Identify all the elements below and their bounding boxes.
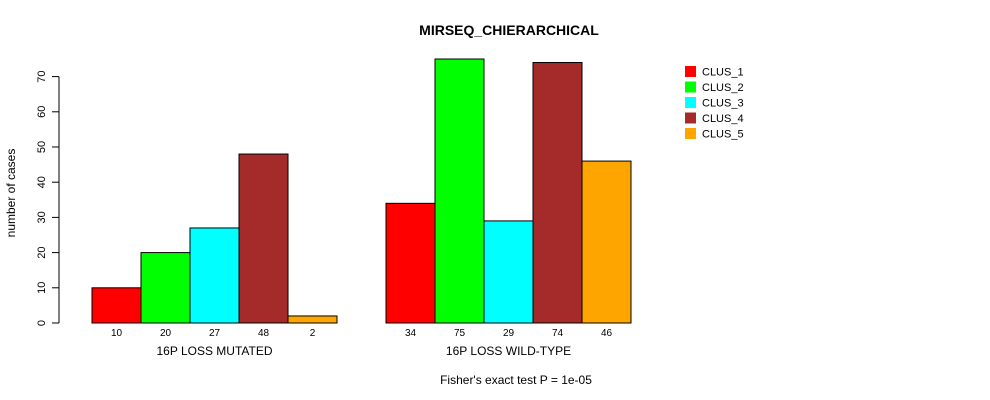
bar-count-label: 34 <box>405 328 417 339</box>
bar-count-label: 20 <box>160 328 172 339</box>
legend-label: CLUS_5 <box>702 129 744 141</box>
y-tick-label: 50 <box>36 141 48 153</box>
bar-clus-5 <box>287 315 338 324</box>
fisher-test-note: Fisher's exact test P = 1e-05 <box>440 373 592 387</box>
y-axis: 0 10 20 30 40 50 60 70 <box>36 70 60 326</box>
bar-clus-3 <box>483 220 534 324</box>
group-label: 16P LOSS MUTATED <box>156 344 272 358</box>
y-tick-label: 40 <box>36 176 48 188</box>
legend-swatch <box>685 128 696 139</box>
bar-clus-1 <box>91 287 142 324</box>
legend-label: CLUS_1 <box>702 67 744 79</box>
legend-swatch <box>685 112 696 124</box>
bar-count-label: 2 <box>310 328 316 339</box>
bar-count-label: 10 <box>111 328 123 339</box>
legend-swatch <box>685 97 696 108</box>
y-axis-label: number of cases <box>4 149 18 238</box>
legend: CLUS_1 CLUS_2 CLUS_3 CLUS_4 CLUS_5 <box>685 66 744 141</box>
y-tick-label: 20 <box>36 246 48 258</box>
bar-clus-2 <box>140 252 191 324</box>
bars: 10 20 27 48 2 16P LOSS MUTATED 34 75 29 74 46 16P L… <box>91 58 632 358</box>
y-tick-label: 10 <box>36 282 48 294</box>
y-tick-label: 70 <box>36 70 48 82</box>
y-tick-label: 0 <box>36 320 48 326</box>
legend-swatch <box>685 81 696 93</box>
bar-clus-1 <box>385 202 436 324</box>
bar-count-label: 29 <box>503 328 515 339</box>
bar-clus-4 <box>532 62 583 324</box>
bar-count-label: 46 <box>601 328 613 339</box>
bar-count-label: 27 <box>209 328 221 339</box>
legend-label: CLUS_4 <box>702 113 744 125</box>
legend-label: CLUS_2 <box>702 82 744 94</box>
y-tick-label: 30 <box>36 211 48 223</box>
bar-clus-2 <box>434 58 485 324</box>
bar-count-label: 75 <box>454 328 466 339</box>
bar-clus-5 <box>581 160 632 324</box>
legend-label: CLUS_3 <box>702 98 744 110</box>
bar-clus-4 <box>238 153 289 324</box>
chart-title: MIRSEQ_CHIERARCHICAL <box>419 22 599 38</box>
bar-count-label: 48 <box>258 328 270 339</box>
legend-swatch <box>685 66 696 77</box>
bar-count-label: 74 <box>552 328 564 339</box>
group-label: 16P LOSS WILD-TYPE <box>446 344 571 358</box>
bar-clus-3 <box>189 227 240 324</box>
y-tick-label: 60 <box>36 106 48 118</box>
